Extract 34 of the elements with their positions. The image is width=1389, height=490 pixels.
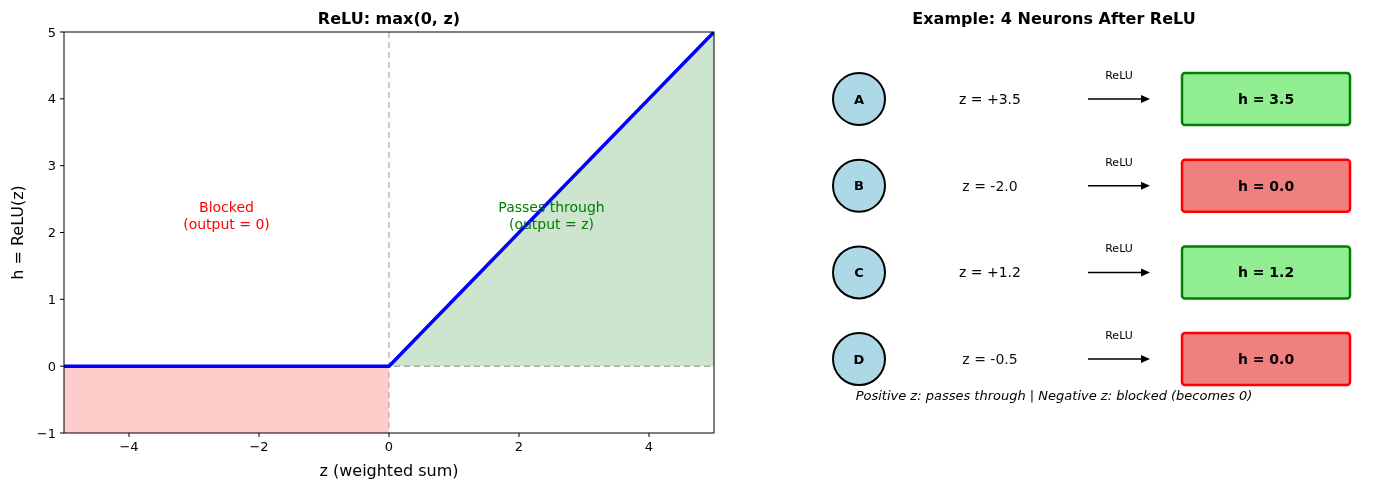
text: Example: 4 Neurons After ReLU <box>912 9 1196 28</box>
data-label: h = 1.2 <box>1237 264 1295 281</box>
annotation: Blocked (output = 0) <box>183 199 270 233</box>
y-tick-label: 0 <box>47 358 56 374</box>
category-label: C <box>854 264 864 280</box>
x-tick-label: 2 <box>514 439 524 454</box>
y-axis-title: h = ReLU(z) <box>8 185 27 280</box>
y-tick-label: −1 <box>36 425 56 441</box>
category-label: B <box>854 178 864 194</box>
x-tick-label: −2 <box>249 439 269 454</box>
category-label: D <box>853 351 865 367</box>
chart-title: ReLU: max(0, z) <box>317 9 461 28</box>
data-label: z = +1.2 <box>959 264 1021 281</box>
text: ReLU <box>1105 69 1133 82</box>
data-label: h = 0.0 <box>1237 351 1295 368</box>
x-tick-label: −4 <box>119 439 139 454</box>
text: ReLU <box>1105 155 1133 169</box>
data-label: h = 3.5 <box>1237 91 1295 107</box>
y-tick-label: 3 <box>47 158 56 174</box>
y-tick-label: 2 <box>47 225 56 240</box>
y-tick-label: 1 <box>47 291 56 307</box>
data-label: z = +3.5 <box>959 91 1021 107</box>
x-axis-title: z (weighted sum) <box>319 461 459 480</box>
category-label: A <box>853 91 865 107</box>
data-label: z = -2.0 <box>962 177 1018 194</box>
x-tick-label: 0 <box>384 439 394 454</box>
data-label: z = -0.5 <box>962 351 1018 368</box>
x-tick-label: 4 <box>644 439 654 454</box>
y-tick-label: 4 <box>47 91 56 107</box>
text: ReLU <box>1105 242 1133 256</box>
text: Positive z: passes through | Negative z: blocked (becomes 0) <box>855 388 1253 403</box>
y-tick-label: 5 <box>47 24 56 40</box>
data-label: h = 0.0 <box>1237 177 1295 194</box>
text: ReLU <box>1105 329 1133 343</box>
